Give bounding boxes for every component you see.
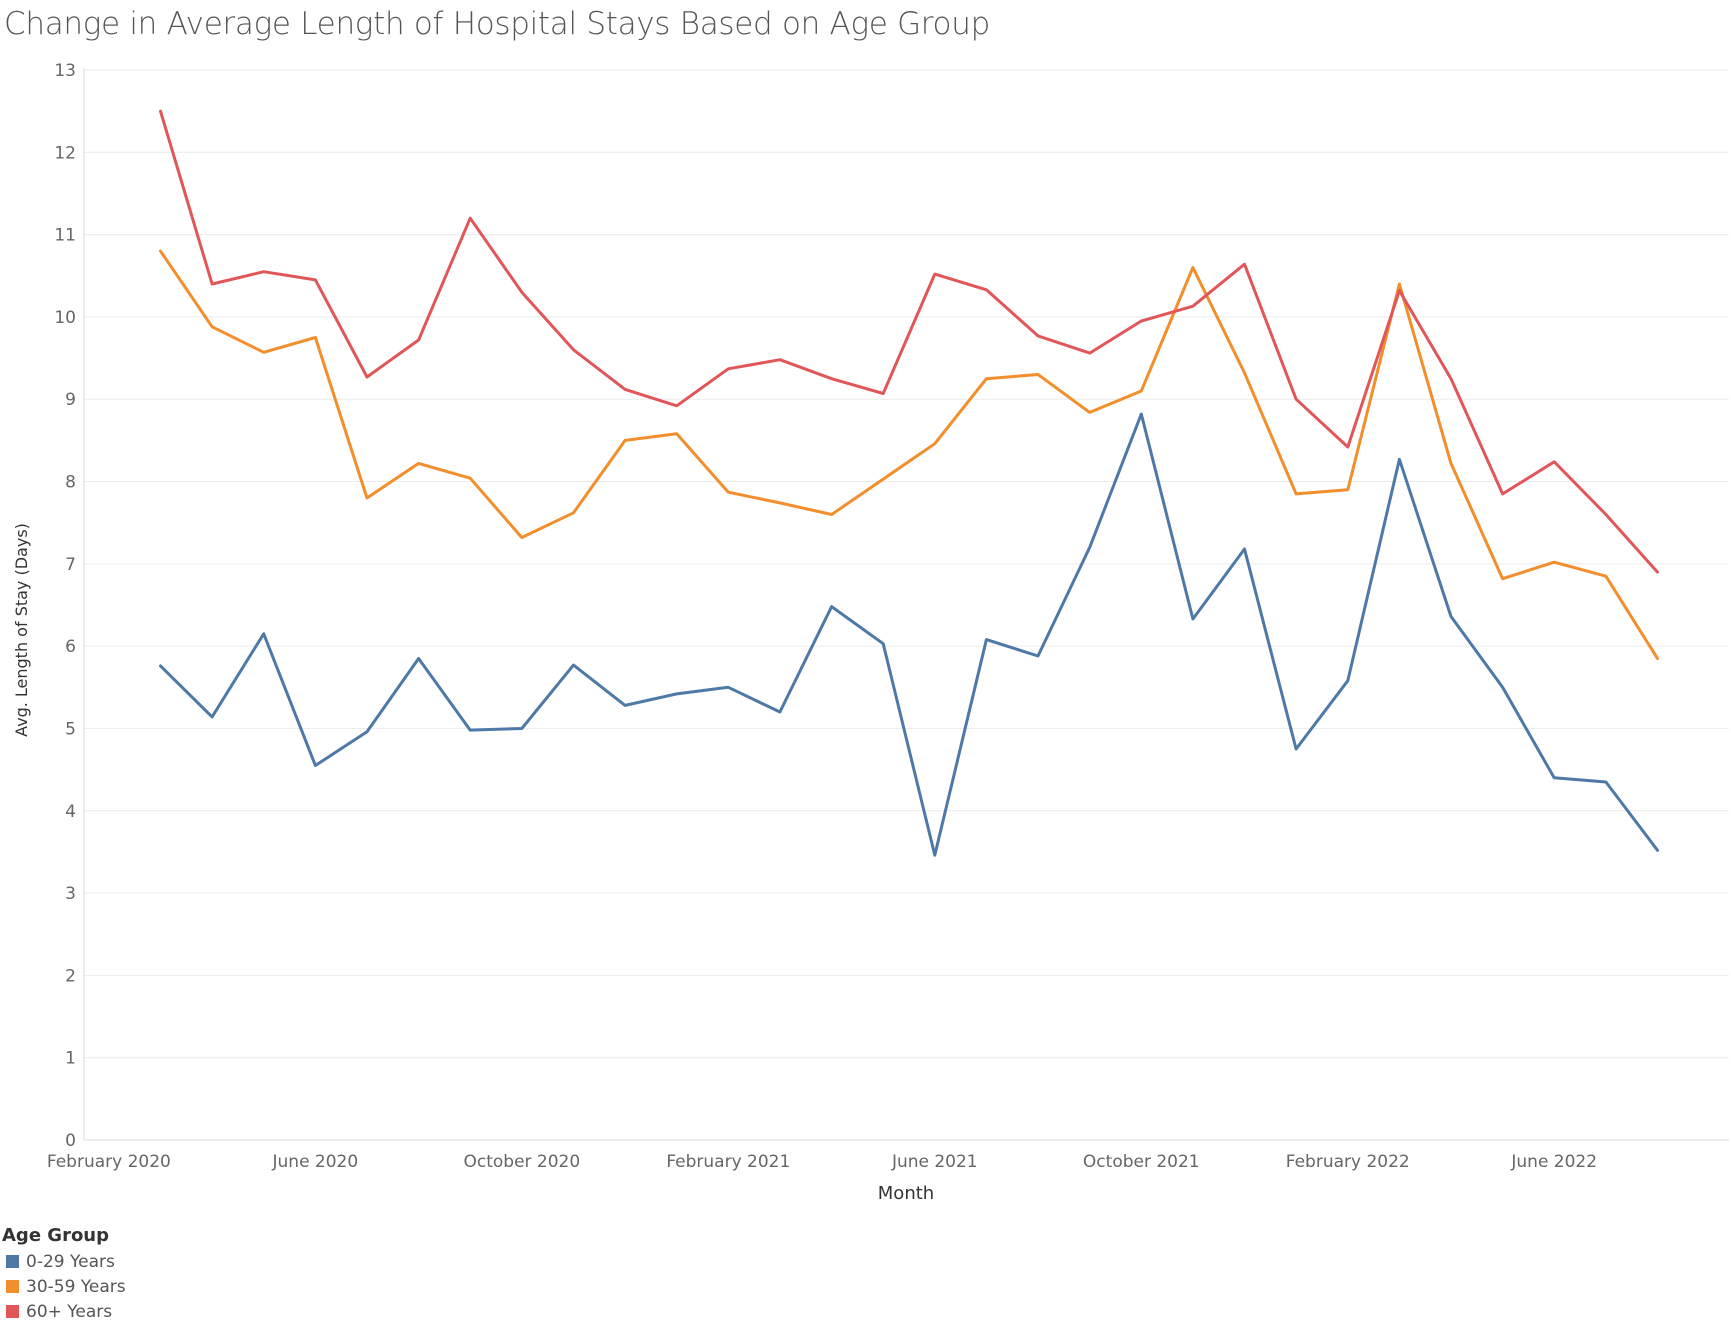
x-tick-label: February 2021 xyxy=(666,1152,790,1172)
x-tick-label: February 2022 xyxy=(1286,1152,1410,1172)
gridlines xyxy=(84,69,1729,1141)
x-tick-label: June 2022 xyxy=(1510,1152,1597,1172)
legend-swatch xyxy=(6,1305,19,1318)
legend-title: Age Group xyxy=(2,1225,110,1246)
legend-label: 30-59 Years xyxy=(26,1276,126,1297)
chart-title: Change in Average Length of Hospital Sta… xyxy=(4,6,990,42)
y-tick-label: 13 xyxy=(54,61,76,81)
legend-label: 60+ Years xyxy=(26,1301,113,1322)
y-tick-label: 6 xyxy=(65,637,76,657)
y-tick-label: 11 xyxy=(54,226,76,246)
legend-label: 0-29 Years xyxy=(26,1251,115,1272)
x-tick-label: June 2020 xyxy=(272,1152,359,1172)
y-tick-label: 10 xyxy=(54,308,76,328)
legend-item[interactable]: 0-29 Years xyxy=(2,1249,126,1274)
x-axis-title: Month xyxy=(878,1183,934,1204)
y-tick-label: 7 xyxy=(65,555,76,575)
legend-swatch xyxy=(6,1255,19,1268)
series-line-1 xyxy=(159,412,1659,857)
series-line-3 xyxy=(159,109,1659,574)
y-tick-label: 5 xyxy=(65,719,76,739)
x-tick-label: June 2021 xyxy=(891,1152,978,1172)
x-tick-label: October 2021 xyxy=(1083,1152,1200,1172)
legend: Age Group 0-29 Years 30-59 Years 60+ Yea… xyxy=(2,1225,126,1324)
y-tick-label: 3 xyxy=(65,884,76,904)
y-tick-label: 4 xyxy=(65,802,76,822)
legend-item[interactable]: 60+ Years xyxy=(2,1299,126,1324)
y-tick-label: 2 xyxy=(65,966,76,986)
legend-item[interactable]: 30-59 Years xyxy=(2,1274,126,1299)
axes xyxy=(83,68,1729,1141)
x-tick-label: February 2020 xyxy=(47,1152,171,1172)
y-tick-label: 1 xyxy=(65,1049,76,1069)
y-tick-label: 12 xyxy=(54,143,76,163)
y-tick-label: 8 xyxy=(65,473,76,493)
legend-swatch xyxy=(6,1280,19,1293)
x-tick-label: October 2020 xyxy=(463,1152,580,1172)
y-axis-title: Avg. Length of Stay (Days) xyxy=(12,523,31,737)
y-tick-label: 0 xyxy=(65,1131,76,1151)
x-axis-ticks: February 2020 June 2020 October 2020 Februa… xyxy=(47,1152,1597,1172)
series-line-2 xyxy=(159,249,1659,660)
y-tick-label: 9 xyxy=(65,390,76,410)
series-lines xyxy=(159,109,1659,857)
